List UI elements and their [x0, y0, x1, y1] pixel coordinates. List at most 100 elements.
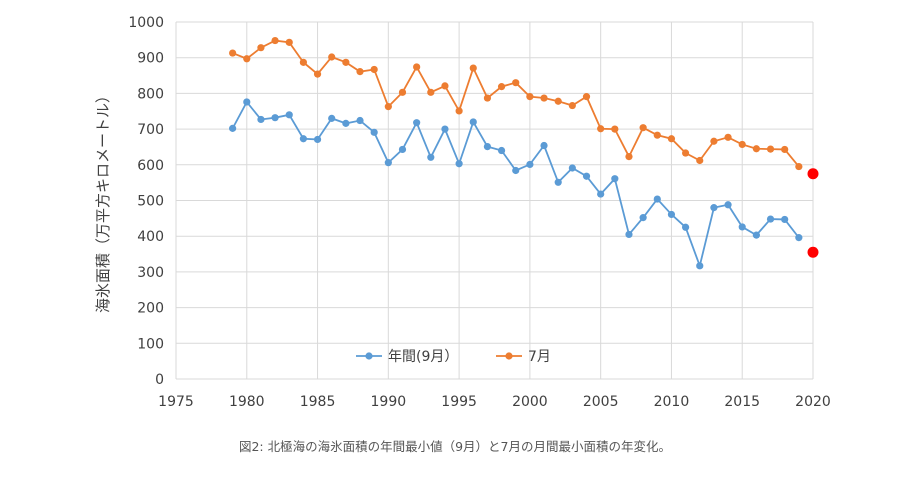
y-tick-label: 800 [137, 86, 164, 102]
data-point [356, 68, 364, 76]
data-point [526, 160, 534, 169]
data-point [682, 149, 690, 157]
x-tick-label: 2010 [654, 394, 690, 410]
data-point [257, 115, 265, 124]
y-axis-label: 海氷面積（万平方キロメートル） [94, 88, 112, 313]
data-point [271, 114, 279, 122]
data-point [483, 94, 492, 102]
y-tick-label: 700 [137, 122, 164, 138]
data-point [455, 160, 463, 168]
data-point [384, 159, 392, 167]
data-point [724, 201, 732, 209]
data-point [427, 153, 435, 161]
data-point [710, 204, 718, 212]
data-point [398, 145, 407, 154]
data-point [243, 98, 251, 106]
data-point [696, 262, 704, 270]
x-tick-label: 2020 [795, 394, 831, 410]
data-point [441, 82, 449, 90]
x-tick-labels: 1975 1980 1985 1990 1995 2000 2005 2010 2015 2020 [158, 394, 831, 410]
data-point [469, 118, 477, 126]
data-point [455, 107, 463, 115]
data-point [328, 53, 336, 61]
x-tick-label: 1990 [371, 394, 407, 410]
data-point [625, 152, 633, 161]
data-point [497, 146, 506, 155]
data-point [639, 214, 647, 222]
x-tick-label: 2015 [724, 394, 760, 410]
data-point [257, 44, 265, 52]
data-point [667, 210, 676, 219]
data-point [667, 135, 676, 143]
y-tick-label: 200 [137, 301, 164, 317]
data-point [512, 79, 520, 87]
data-point [299, 135, 307, 143]
data-point [342, 58, 350, 66]
data-point [285, 38, 293, 46]
y-tick-label: 900 [137, 51, 164, 67]
y-tick-label: 400 [137, 229, 164, 245]
data-point [653, 195, 661, 203]
highlight-point-2020 [807, 246, 819, 258]
x-tick-label: 2005 [583, 394, 619, 410]
data-point [752, 231, 760, 239]
data-point [441, 125, 449, 133]
data-point [384, 103, 392, 111]
data-point [271, 36, 279, 45]
data-point [752, 145, 760, 153]
y-tick-label: 100 [137, 336, 164, 352]
data-point [554, 178, 562, 186]
y-tick-label: 0 [155, 372, 164, 388]
data-point [413, 119, 421, 127]
series-group [229, 36, 819, 270]
x-tick-label: 1985 [300, 394, 336, 410]
data-point [639, 124, 647, 132]
data-point [469, 64, 477, 72]
data-point [497, 83, 506, 91]
x-tick-label: 2000 [512, 394, 548, 410]
data-point [313, 70, 322, 78]
legend-label-2: 7月 [528, 349, 551, 365]
y-tick-label: 600 [137, 158, 164, 174]
data-point [710, 137, 718, 145]
data-point [795, 162, 803, 171]
data-point [781, 145, 789, 154]
data-point [582, 172, 591, 180]
data-point [342, 119, 350, 127]
data-point [611, 125, 619, 133]
data-point [738, 223, 746, 231]
data-point [540, 94, 548, 102]
data-point [597, 125, 605, 133]
data-point [229, 49, 237, 57]
legend-marker-1 [365, 352, 373, 360]
data-point [356, 116, 364, 125]
data-point [370, 128, 378, 136]
data-point [229, 124, 237, 132]
y-tick-label: 300 [137, 265, 164, 281]
data-point [568, 164, 576, 172]
data-point [243, 55, 251, 63]
legend-marker-2 [505, 352, 513, 360]
data-point [738, 140, 746, 149]
data-point [483, 142, 492, 151]
highlight-point-2020 [807, 168, 819, 180]
data-point [653, 131, 661, 139]
data-point [313, 135, 322, 144]
data-point [682, 223, 690, 231]
grid-lines [175, 21, 814, 380]
data-point [427, 88, 435, 96]
y-tick-labels: 0 100 200 300 400 500 600 700 800 900 1000 [128, 15, 164, 388]
data-point [766, 145, 775, 153]
data-point [398, 88, 407, 96]
data-point [526, 93, 534, 101]
legend-label-1: 年間(9月） [388, 349, 458, 365]
x-tick-label: 1980 [229, 394, 265, 410]
data-point [328, 114, 336, 122]
data-point [554, 97, 562, 105]
data-point [597, 190, 605, 198]
figure-caption: 図2: 北極海の海氷面積の年間最小値（9月）と7月の月間最小面積の年変化。 [238, 439, 672, 454]
x-tick-label: 1975 [158, 394, 194, 410]
data-point [413, 63, 421, 71]
data-point [696, 156, 704, 165]
data-point [625, 230, 633, 239]
